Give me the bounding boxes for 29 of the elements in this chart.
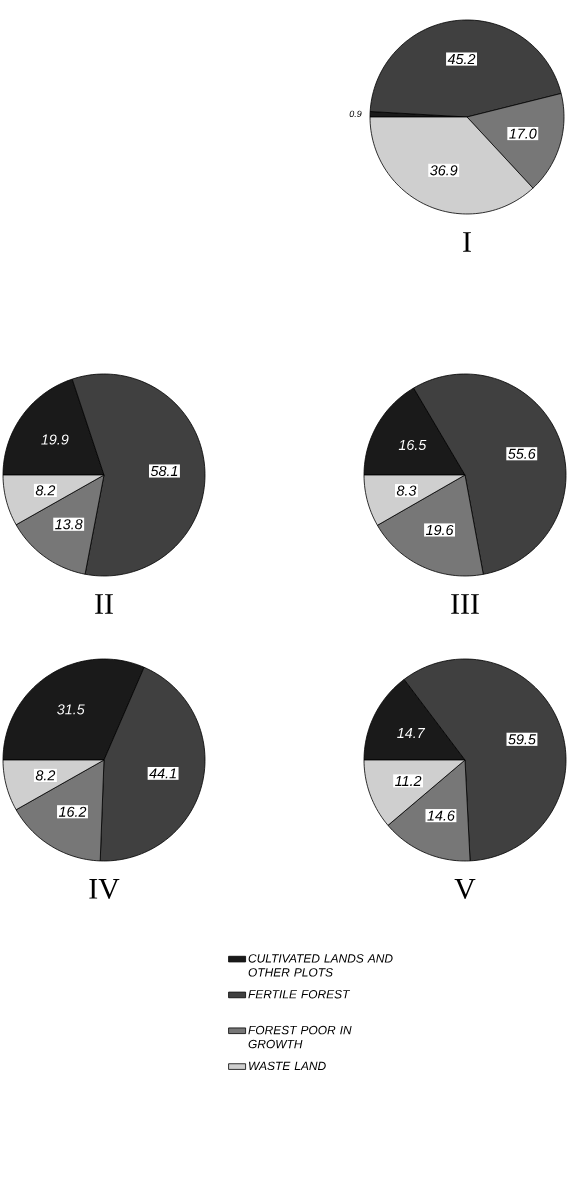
text: V	[454, 878, 476, 900]
data-label: 8.2	[35, 485, 56, 496]
data-label: 55.6	[508, 448, 536, 459]
data-label: 0.9	[349, 110, 362, 118]
legend-label: FERTILE FOREST	[248, 990, 351, 999]
data-label: 14.6	[427, 810, 455, 821]
data-label: 8.3	[396, 485, 417, 496]
data-label: 59.5	[508, 734, 536, 745]
data-label: 58.1	[150, 465, 178, 477]
data-label: 45.2	[447, 53, 476, 65]
data-label: 19.6	[425, 524, 454, 536]
text: I	[463, 232, 471, 252]
data-label: 19.9	[41, 434, 69, 445]
data-label: 44.1	[149, 768, 176, 779]
data-label: 16.2	[58, 806, 87, 817]
text: IV	[89, 878, 120, 900]
data-label: 13.8	[55, 519, 83, 530]
data-label: 36.9	[430, 165, 458, 176]
data-label: 31.5	[57, 704, 85, 715]
data-label: 16.5	[398, 439, 427, 451]
text: II	[95, 594, 113, 614]
text: III	[451, 594, 479, 614]
data-label: 14.7	[397, 728, 426, 738]
legend-label: CULTIVATED LANDS AND OTHER PLOTS	[248, 954, 393, 977]
data-label: 8.2	[35, 770, 56, 781]
legend-label: WASTE LAND	[249, 1061, 326, 1071]
data-label: 11.2	[395, 775, 422, 786]
legend-label: FOREST POOR IN GROWTH	[248, 1025, 352, 1049]
data-label: 17.0	[509, 128, 537, 139]
